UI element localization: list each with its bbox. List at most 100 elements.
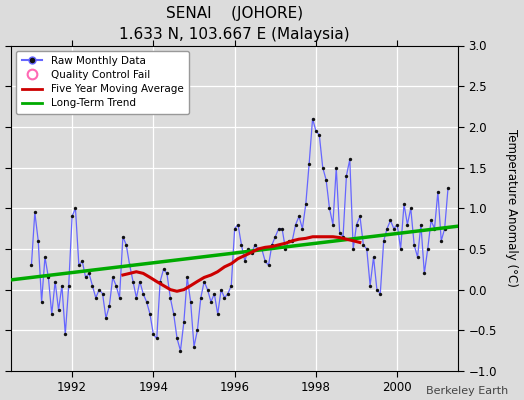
Point bbox=[413, 254, 422, 260]
Point bbox=[125, 262, 134, 268]
Point bbox=[224, 290, 232, 297]
Point bbox=[397, 246, 405, 252]
Point bbox=[143, 299, 151, 305]
Point bbox=[190, 344, 198, 350]
Point bbox=[319, 164, 327, 171]
Point bbox=[420, 270, 429, 276]
Point bbox=[237, 242, 246, 248]
Point bbox=[27, 262, 36, 268]
Point bbox=[363, 246, 371, 252]
Point bbox=[54, 307, 63, 313]
Point bbox=[271, 234, 279, 240]
Point bbox=[108, 274, 117, 281]
Point bbox=[68, 213, 77, 220]
Point bbox=[427, 217, 435, 224]
Point bbox=[156, 278, 165, 285]
Point bbox=[30, 209, 39, 216]
Point bbox=[48, 311, 56, 317]
Point bbox=[75, 262, 83, 268]
Point bbox=[322, 176, 330, 183]
Point bbox=[132, 294, 140, 301]
Point bbox=[373, 286, 381, 293]
Point bbox=[44, 274, 52, 281]
Point bbox=[332, 164, 341, 171]
Point bbox=[417, 221, 425, 228]
Point bbox=[234, 221, 242, 228]
Point bbox=[430, 226, 439, 232]
Point bbox=[261, 258, 269, 264]
Point bbox=[173, 335, 181, 342]
Point bbox=[176, 348, 184, 354]
Point bbox=[112, 282, 121, 289]
Point bbox=[200, 278, 209, 285]
Point bbox=[258, 246, 266, 252]
Point bbox=[227, 282, 235, 289]
Point bbox=[122, 242, 130, 248]
Point bbox=[92, 294, 100, 301]
Point bbox=[346, 156, 354, 163]
Point bbox=[102, 315, 110, 321]
Point bbox=[264, 262, 272, 268]
Point bbox=[278, 226, 286, 232]
Point bbox=[349, 246, 357, 252]
Point bbox=[152, 335, 161, 342]
Point bbox=[196, 294, 205, 301]
Point bbox=[231, 226, 239, 232]
Point bbox=[180, 319, 188, 325]
Point bbox=[193, 327, 202, 334]
Point bbox=[335, 230, 344, 236]
Point bbox=[281, 246, 290, 252]
Point bbox=[99, 290, 107, 297]
Point bbox=[298, 226, 307, 232]
Point bbox=[183, 274, 191, 281]
Point bbox=[312, 128, 320, 134]
Point bbox=[95, 286, 103, 293]
Point bbox=[61, 331, 70, 338]
Point bbox=[37, 299, 46, 305]
Point bbox=[139, 290, 147, 297]
Point bbox=[295, 213, 303, 220]
Point bbox=[34, 238, 42, 244]
Point bbox=[85, 270, 93, 276]
Point bbox=[400, 201, 408, 207]
Point bbox=[169, 311, 178, 317]
Point bbox=[390, 226, 398, 232]
Point bbox=[244, 246, 253, 252]
Point bbox=[187, 299, 195, 305]
Point bbox=[78, 258, 86, 264]
Point bbox=[146, 311, 154, 317]
Point bbox=[403, 221, 411, 228]
Point bbox=[369, 254, 378, 260]
Point bbox=[115, 294, 124, 301]
Point bbox=[393, 221, 401, 228]
Point bbox=[159, 266, 168, 272]
Point bbox=[285, 238, 293, 244]
Point bbox=[220, 294, 228, 301]
Point bbox=[329, 221, 337, 228]
Point bbox=[302, 201, 310, 207]
Point bbox=[88, 282, 96, 289]
Point bbox=[309, 116, 317, 122]
Point bbox=[119, 234, 127, 240]
Point bbox=[386, 217, 395, 224]
Point bbox=[356, 213, 364, 220]
Point bbox=[268, 242, 276, 248]
Point bbox=[203, 286, 212, 293]
Legend: Raw Monthly Data, Quality Control Fail, Five Year Moving Average, Long-Term Tren: Raw Monthly Data, Quality Control Fail, … bbox=[16, 51, 189, 114]
Point bbox=[254, 246, 263, 252]
Point bbox=[213, 311, 222, 317]
Point bbox=[251, 242, 259, 248]
Point bbox=[366, 282, 374, 289]
Point bbox=[444, 185, 452, 191]
Point bbox=[434, 189, 442, 195]
Point bbox=[410, 242, 418, 248]
Point bbox=[291, 221, 300, 228]
Title: SENAI    (JOHORE)
1.633 N, 103.667 E (Malaysia): SENAI (JOHORE) 1.633 N, 103.667 E (Malay… bbox=[119, 6, 350, 42]
Point bbox=[423, 246, 432, 252]
Point bbox=[210, 290, 219, 297]
Point bbox=[81, 274, 90, 281]
Point bbox=[136, 278, 144, 285]
Point bbox=[51, 278, 59, 285]
Y-axis label: Temperature Anomaly (°C): Temperature Anomaly (°C) bbox=[506, 129, 518, 287]
Point bbox=[441, 226, 449, 232]
